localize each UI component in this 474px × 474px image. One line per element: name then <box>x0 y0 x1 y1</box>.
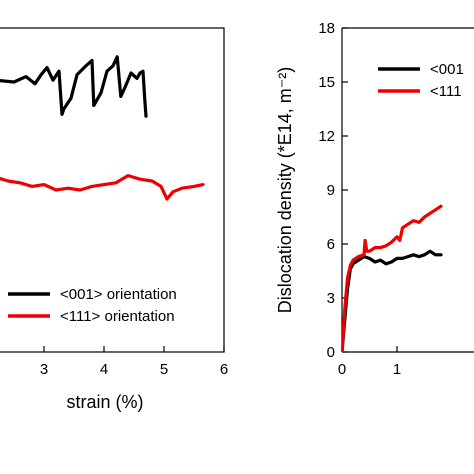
right-y-tick-label: 18 <box>318 20 335 37</box>
right-series-lines <box>342 204 443 352</box>
right-y-axis-label: Dislocation density (*E14, m⁻²) <box>275 67 295 314</box>
right-y-tick-label: 9 <box>327 182 335 199</box>
left-x-axis-label: strain (%) <box>66 392 143 412</box>
right-series-line-1 <box>342 204 443 352</box>
left-plot-area: 3 4 5 6 strain (%) <001> orientation <111> … <box>0 27 228 412</box>
left-series-lines <box>0 55 205 201</box>
legend-label-111-right: <111 <box>430 83 462 100</box>
right-y-tick-label: 12 <box>318 128 335 145</box>
left-series-line-0 <box>0 55 148 118</box>
left-series-line-1 <box>0 174 205 201</box>
right-plot-area: 0 3 6 9 12 15 18 0 1 Dislocation density (*E14, … <box>275 20 474 378</box>
left-x-tick-label: 4 <box>100 361 108 378</box>
left-x-tick-label: 5 <box>160 361 168 378</box>
left-x-ticks: 3 4 5 6 <box>40 346 228 378</box>
right-y-tick-label: 6 <box>327 236 335 253</box>
right-x-tick-label: 1 <box>393 361 401 378</box>
right-x-tick-label: 0 <box>338 361 346 378</box>
legend-label-001-right: <001 <box>430 61 464 78</box>
right-legend: <001 <111 <box>378 61 464 100</box>
right-series-line-0 <box>342 249 443 352</box>
left-legend: <001> orientation <111> orientation <box>8 286 177 325</box>
right-y-tick-label: 0 <box>327 344 335 361</box>
right-ticks: 0 3 6 9 12 15 18 0 1 <box>318 20 401 378</box>
right-y-tick-label: 15 <box>318 74 335 91</box>
left-plot-frame <box>0 27 225 353</box>
legend-label-111: <111> orientation <box>60 308 175 325</box>
left-x-tick-label: 6 <box>220 361 228 378</box>
left-x-tick-label: 3 <box>40 361 48 378</box>
right-y-tick-label: 3 <box>327 290 335 307</box>
legend-label-001: <001> orientation <box>60 286 177 303</box>
